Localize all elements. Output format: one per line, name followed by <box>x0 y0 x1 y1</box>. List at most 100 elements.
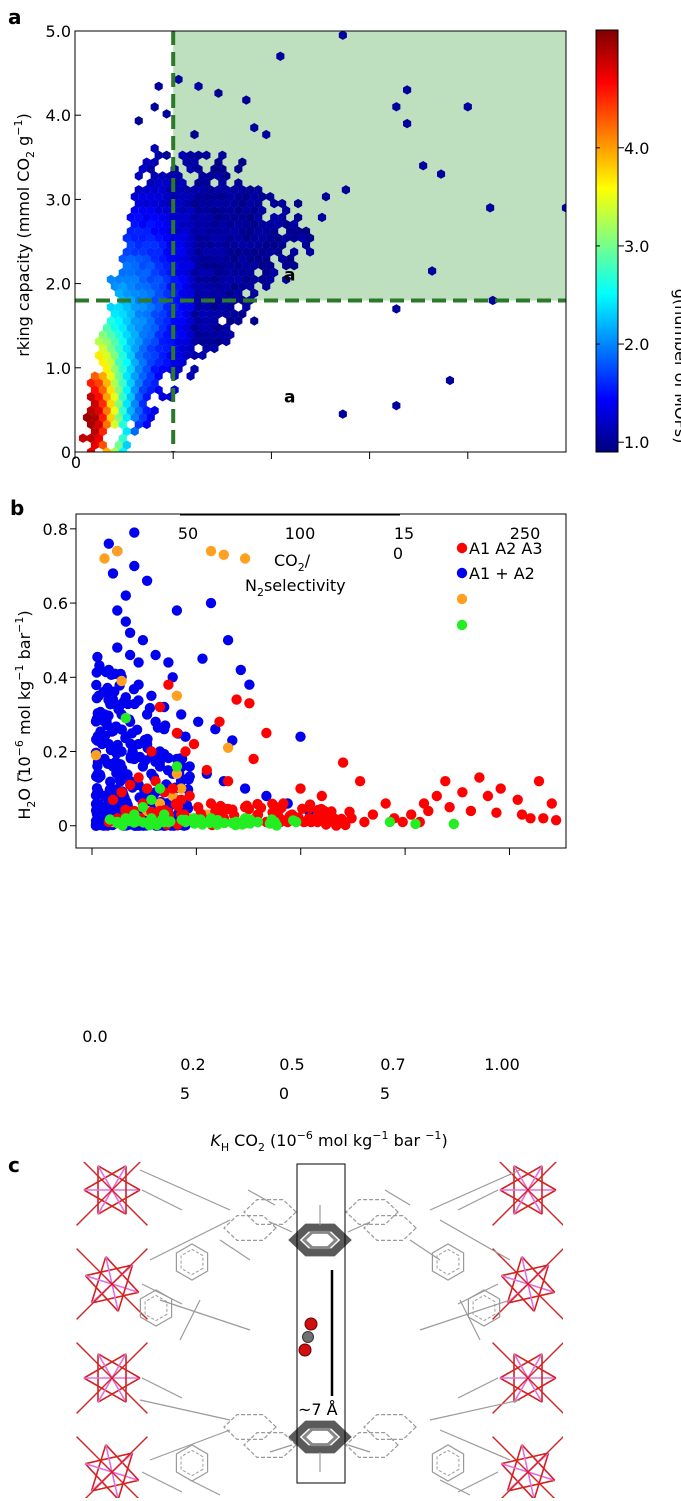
scatter-point <box>116 724 128 735</box>
hexbin-cell <box>226 205 235 216</box>
scatter-point <box>354 776 366 787</box>
hexbin-cell <box>250 205 259 216</box>
hexbin-cell <box>222 171 231 181</box>
hexbin-cell <box>194 274 203 285</box>
plot-a-frame <box>74 30 567 453</box>
hexbin-cell <box>238 157 247 167</box>
hexbin-cell <box>258 274 267 285</box>
hexbin-cell <box>122 399 131 409</box>
linker-ring <box>243 1198 297 1226</box>
node-bond <box>527 1162 557 1191</box>
hexbin-cell <box>266 261 275 271</box>
scatter-point <box>298 816 310 828</box>
hexbin-cell <box>158 364 167 374</box>
hexbin-cell <box>222 212 231 223</box>
hexbin-cell <box>190 226 199 236</box>
hexbin-cell <box>146 261 155 271</box>
hexbin-cell <box>214 185 223 195</box>
hexbin-cell <box>234 233 243 243</box>
hexbin-cell <box>150 226 159 236</box>
hexbin-cell <box>158 336 167 347</box>
node-bond <box>85 1471 113 1498</box>
hexbin-cell <box>122 330 131 340</box>
hexbin-cell <box>150 364 159 374</box>
scatter-point <box>491 807 502 818</box>
hexbin-cell <box>106 412 115 423</box>
top-axis-tick-label-wrap: 0 <box>393 544 403 563</box>
hexbin-cell <box>154 233 163 243</box>
hexbin-cell <box>126 323 135 333</box>
colorbar-tick-label: 4.0 <box>624 139 649 158</box>
scatter-point <box>105 776 116 787</box>
scatter-point <box>512 794 523 805</box>
scatter-point <box>93 772 104 783</box>
hexbin-cell <box>122 247 131 257</box>
hexbin-cell <box>234 261 243 271</box>
hexbin-cell <box>178 343 187 354</box>
hexbin-cell <box>158 392 167 402</box>
hexbin-cell <box>266 233 275 243</box>
y-tick-label-a: 4.0 <box>46 106 71 125</box>
hexbin-cell <box>146 343 155 354</box>
hexbin-cell <box>118 419 127 430</box>
linker-bond <box>409 1239 441 1261</box>
hexbin-cell <box>294 212 303 223</box>
hexbin-cell <box>106 316 115 326</box>
scatter-point <box>116 675 127 687</box>
scatter-point <box>271 820 282 831</box>
hexbin-cell <box>162 109 171 119</box>
hexbin-cell <box>154 330 163 340</box>
metal-bond <box>85 1274 113 1285</box>
hexbin-cell <box>174 240 183 250</box>
hexbin-cell <box>445 375 454 386</box>
hexbin-cell <box>178 219 187 229</box>
hexbin-cell <box>138 343 147 354</box>
hexbin-cell <box>86 447 95 452</box>
y-tick-label-b: 0 <box>58 817 68 836</box>
hexbin-cell <box>154 288 163 298</box>
linker-ring <box>363 1214 417 1242</box>
metal-bond <box>111 1377 127 1403</box>
hexbin-cell <box>162 205 171 216</box>
hexbin-cell <box>118 364 127 374</box>
hexbin-cell <box>182 226 191 236</box>
hexbin-cell <box>154 343 163 354</box>
hexbin-cell <box>146 219 155 229</box>
hexbin-cell <box>142 419 151 430</box>
metal-bond <box>501 1462 529 1473</box>
scatter-point <box>105 744 117 756</box>
hexbin-cell <box>226 302 235 312</box>
hexbin-cell <box>134 240 143 250</box>
hexbin-cell <box>118 405 127 416</box>
hexbin-cell <box>222 281 231 292</box>
x-tick-label-b: 0.7 <box>380 1055 405 1074</box>
hexbin-cell <box>142 309 151 319</box>
linker-rings <box>139 1198 501 1482</box>
scatter-point <box>91 679 102 691</box>
scatter-point <box>244 679 255 690</box>
scatter-point <box>538 813 549 824</box>
hexbin-cell <box>154 302 163 312</box>
central-ring-bottom-inner <box>301 1427 339 1447</box>
hexbin-cell <box>226 261 235 271</box>
linker-bond <box>439 1219 511 1261</box>
node-bond <box>527 1471 555 1498</box>
hexbin-cell <box>392 102 401 112</box>
hexbin-cell <box>218 330 227 340</box>
top-axis-title-line2: N2selectivity <box>245 576 346 599</box>
node-bond <box>111 1342 148 1379</box>
hexbin-cell <box>290 219 299 229</box>
hexbin-cell <box>134 267 143 278</box>
hexbin-cell <box>158 281 167 292</box>
hexbin-cell <box>246 240 255 250</box>
hexbin-cell <box>130 385 139 395</box>
hexbin-density <box>78 31 566 452</box>
hexbin-cell <box>202 261 211 271</box>
central-ring-bottom <box>288 1420 352 1454</box>
legend-marker <box>456 542 468 554</box>
hexbin-cell <box>294 226 303 236</box>
scatter-point <box>261 790 272 802</box>
scatter-point <box>137 635 149 646</box>
hexbin-cell <box>428 266 437 276</box>
hexbin-cell <box>122 316 131 326</box>
